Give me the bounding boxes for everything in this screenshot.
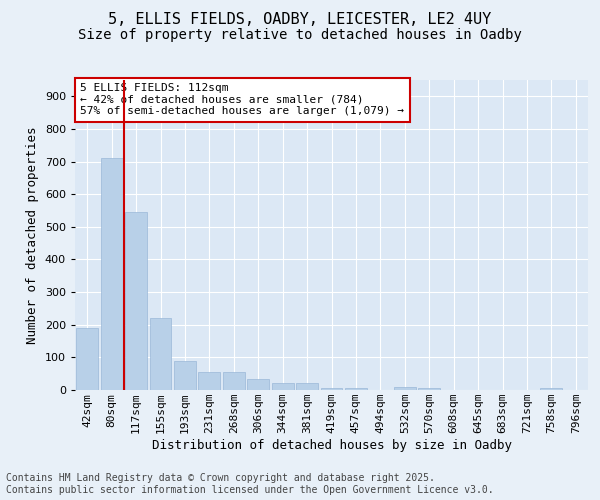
Text: Contains HM Land Registry data © Crown copyright and database right 2025.
Contai: Contains HM Land Registry data © Crown c…: [6, 474, 494, 495]
Bar: [272, 384, 293, 390]
Y-axis label: Number of detached properties: Number of detached properties: [26, 126, 39, 344]
Bar: [174, 360, 196, 390]
Bar: [541, 388, 562, 390]
Bar: [76, 328, 98, 390]
Bar: [296, 384, 318, 390]
Bar: [101, 158, 122, 390]
Bar: [345, 388, 367, 390]
Bar: [223, 372, 245, 390]
Text: 5 ELLIS FIELDS: 112sqm
← 42% of detached houses are smaller (784)
57% of semi-de: 5 ELLIS FIELDS: 112sqm ← 42% of detached…: [80, 83, 404, 116]
Bar: [125, 212, 147, 390]
Text: Size of property relative to detached houses in Oadby: Size of property relative to detached ho…: [78, 28, 522, 42]
Bar: [320, 388, 343, 390]
Bar: [199, 372, 220, 390]
X-axis label: Distribution of detached houses by size in Oadby: Distribution of detached houses by size …: [151, 439, 511, 452]
Bar: [149, 318, 172, 390]
Bar: [394, 386, 416, 390]
Text: 5, ELLIS FIELDS, OADBY, LEICESTER, LE2 4UY: 5, ELLIS FIELDS, OADBY, LEICESTER, LE2 4…: [109, 12, 491, 28]
Bar: [418, 388, 440, 390]
Bar: [247, 378, 269, 390]
